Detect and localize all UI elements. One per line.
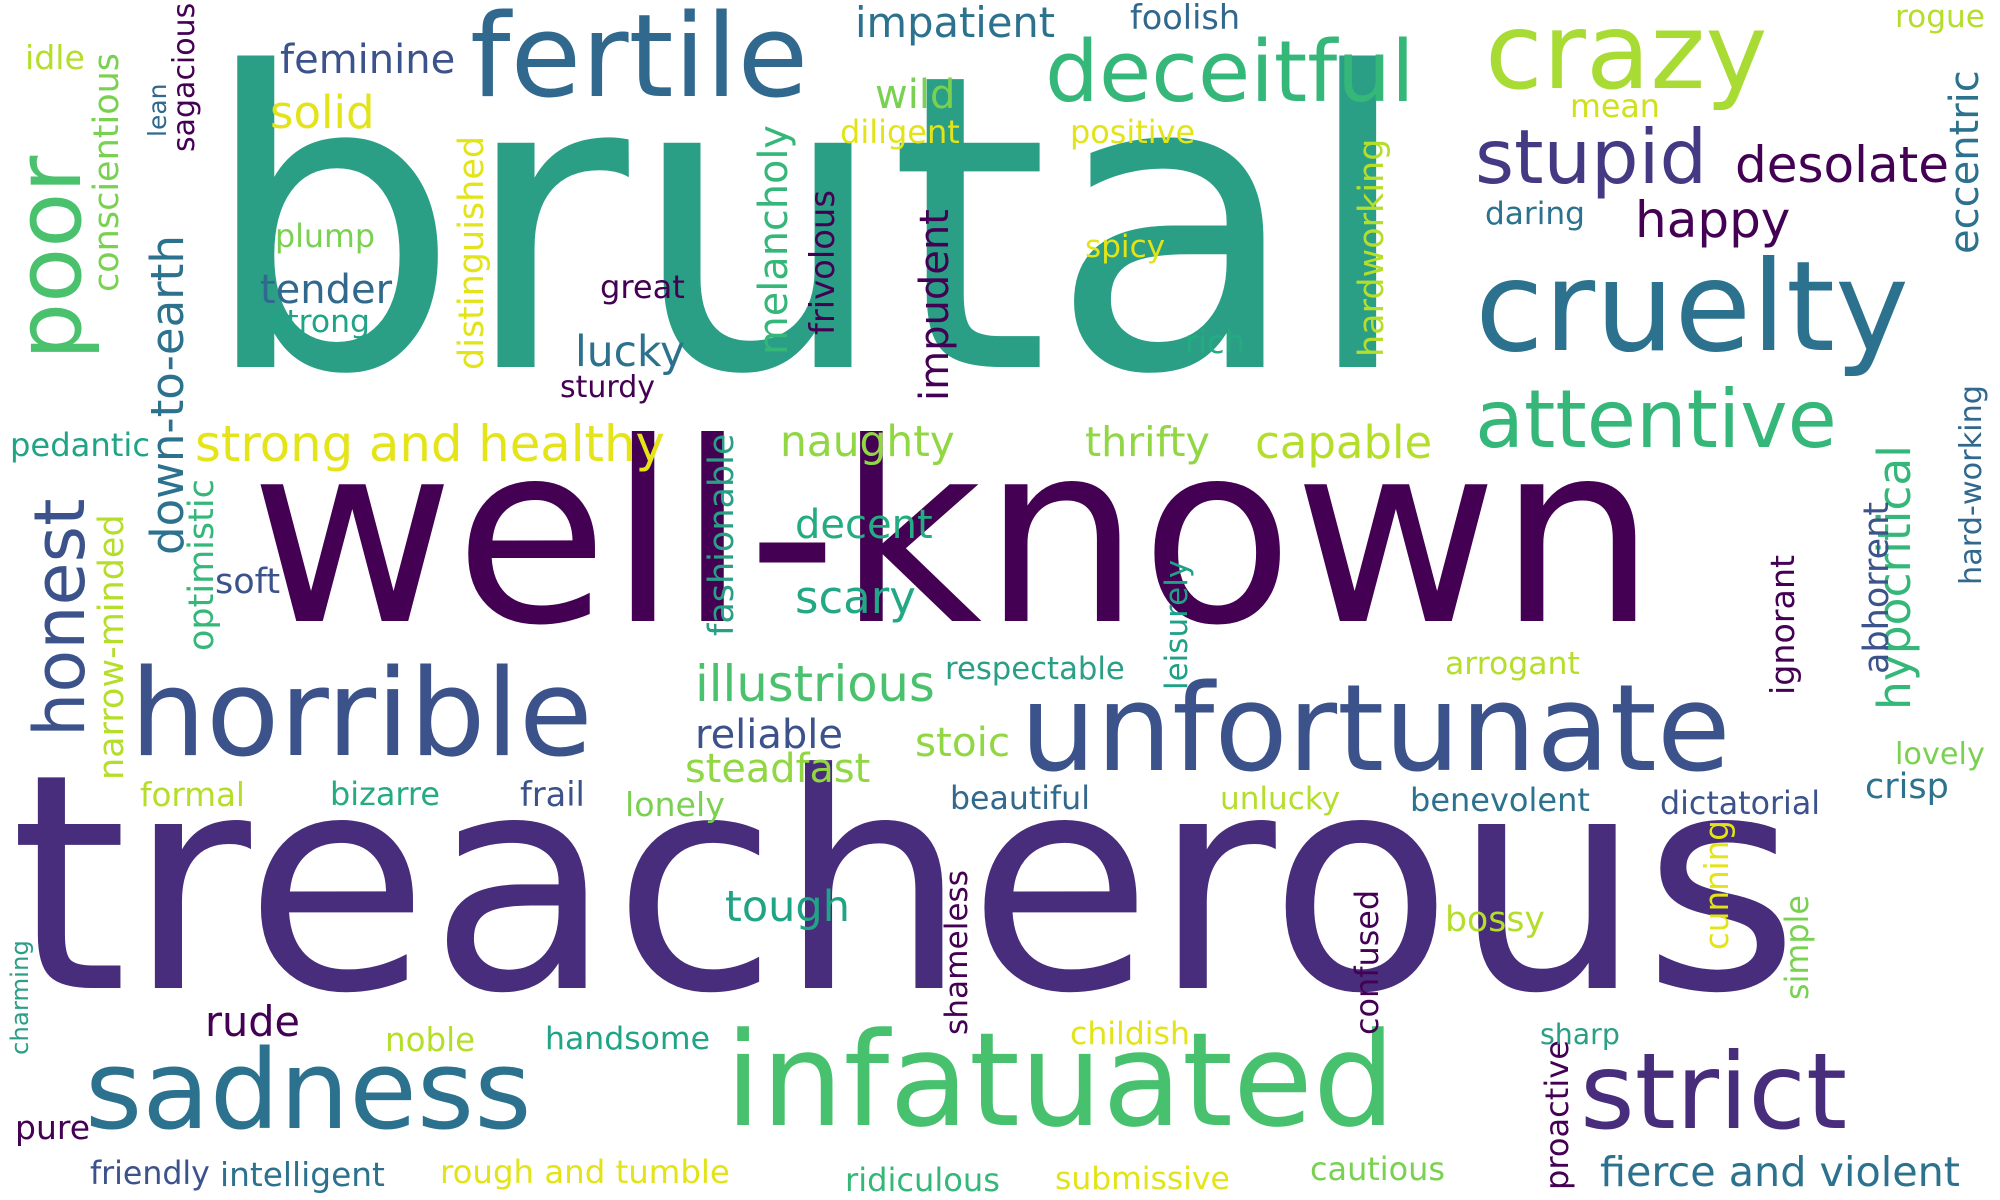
word-mean: mean [1570,88,1660,125]
word-childish: childish [1070,1016,1190,1053]
word-poor: poor [0,155,102,360]
word-decent: decent [795,502,933,548]
word-pedantic: pedantic [10,425,151,464]
word-positive: positive [1070,112,1196,151]
word-frivolous: frivolous [802,190,842,335]
word-deceitful: deceitful [1045,23,1415,122]
word-lean: lean [143,83,172,137]
word-narrow-minded: narrow-minded [92,514,132,781]
word-dictatorial: dictatorial [1660,786,1821,823]
word-tender: tender [260,267,393,313]
word-rogue: rogue [1895,0,1985,35]
word-respectable: respectable [945,651,1125,687]
word-daring: daring [1485,196,1585,233]
word-sharp: sharp [1540,1017,1620,1051]
word-proactive: proactive [1538,1040,1577,1190]
word-scary: scary [795,571,916,624]
word-bossy: bossy [1445,899,1545,940]
word-fertile: fertile [470,0,809,124]
word-rough-and-tumble: rough and tumble [440,1153,730,1192]
word-arrogant: arrogant [1445,646,1580,683]
word-impatient: impatient [855,0,1056,47]
word-unfortunate: unfortunate [1020,660,1731,799]
word-leisurely: leisurely [1159,559,1196,690]
word-diligent: diligent [840,113,960,152]
word-plump: plump [275,218,375,255]
word-rich: rich [1185,323,1245,362]
word-noble: noble [385,1020,476,1059]
word-ridiculous: ridiculous [845,1160,1000,1199]
word-reliable: reliable [695,712,844,758]
word-infatuated: infatuated [725,1004,1396,1156]
word-confused: confused [1347,889,1386,1035]
word-naughty: naughty [780,417,955,467]
word-stoic: stoic [915,718,1011,767]
word-hardworking: hardworking [1352,138,1392,357]
word-cautious: cautious [1310,1150,1445,1189]
word-treacherous: treacherous [10,710,1800,1059]
word-formal: formal [140,775,245,814]
word-tough: tough [725,881,850,932]
word-pure: pure [15,1108,91,1147]
word-unlucky: unlucky [1220,781,1341,818]
word-sadness: sadness [85,1026,532,1154]
word-intelligent: intelligent [220,1155,385,1194]
word-bizarre: bizarre [330,775,440,814]
word-submissive: submissive [1055,1161,1230,1198]
word-feminine: feminine [280,37,456,83]
word-horrible: horrible [130,645,593,784]
word-cunning: cunning [1698,820,1737,950]
word-fashionable: fashionable [702,433,742,637]
word-impudent: impudent [912,209,958,401]
word-spicy: spicy [1085,228,1166,265]
word-well-known: well-known [250,389,1657,680]
word-desolate: desolate [1735,136,1950,194]
word-beautiful: beautiful [950,781,1090,818]
word-crazy: crazy [1485,0,1768,113]
word-crisp: crisp [1865,767,1949,807]
word-thrifty: thrifty [1085,417,1210,466]
word-strong: strong [270,303,370,340]
word-happy: happy [1635,191,1791,249]
word-rude: rude [205,997,300,1046]
word-brutal: brutal [200,0,1415,464]
word-charming: charming [4,940,34,1055]
word-soft: soft [215,562,281,603]
word-cruelty: cruelty [1475,235,1909,380]
word-frail: frail [520,775,585,815]
word-hard-working: hard-working [1954,384,1990,585]
word-strict: strict [1580,1031,1848,1153]
word-simple: simple [1778,895,1816,1000]
word-abhorrent: abhorrent [1857,501,1897,674]
word-benevolent: benevolent [1410,780,1590,819]
word-fierce-and-violent: fierce and violent [1600,1147,1960,1196]
word-capable: capable [1255,416,1433,469]
word-steadfast: steadfast [685,746,871,793]
word-wild: wild [875,72,956,118]
word-shameless: shameless [938,869,975,1035]
word-lucky: lucky [575,327,686,377]
word-handsome: handsome [545,1021,710,1058]
word-illustrious: illustrious [695,655,935,714]
word-stupid: stupid [1475,113,1708,201]
word-solid: solid [270,86,375,139]
word-attentive: attentive [1475,373,1837,466]
word-strong-and-healthy: strong and healthy [195,415,665,474]
word-friendly: friendly [90,1156,210,1193]
word-lovely: lovely [1895,736,1985,772]
word-sturdy: sturdy [560,369,656,405]
word-sagacious: sagacious [167,2,202,153]
word-idle: idle [25,37,85,77]
word-melancholy: melancholy [751,125,798,355]
word-great: great [600,268,685,307]
word-conscientious: conscientious [87,52,127,293]
word-honest: honest [19,498,101,737]
word-eccentric: eccentric [1942,70,1988,255]
word-ignorant: ignorant [1762,554,1802,695]
word-distinguished: distinguished [452,135,492,370]
word-lonely: lonely [625,785,725,825]
word-foolish: foolish [1130,0,1241,37]
